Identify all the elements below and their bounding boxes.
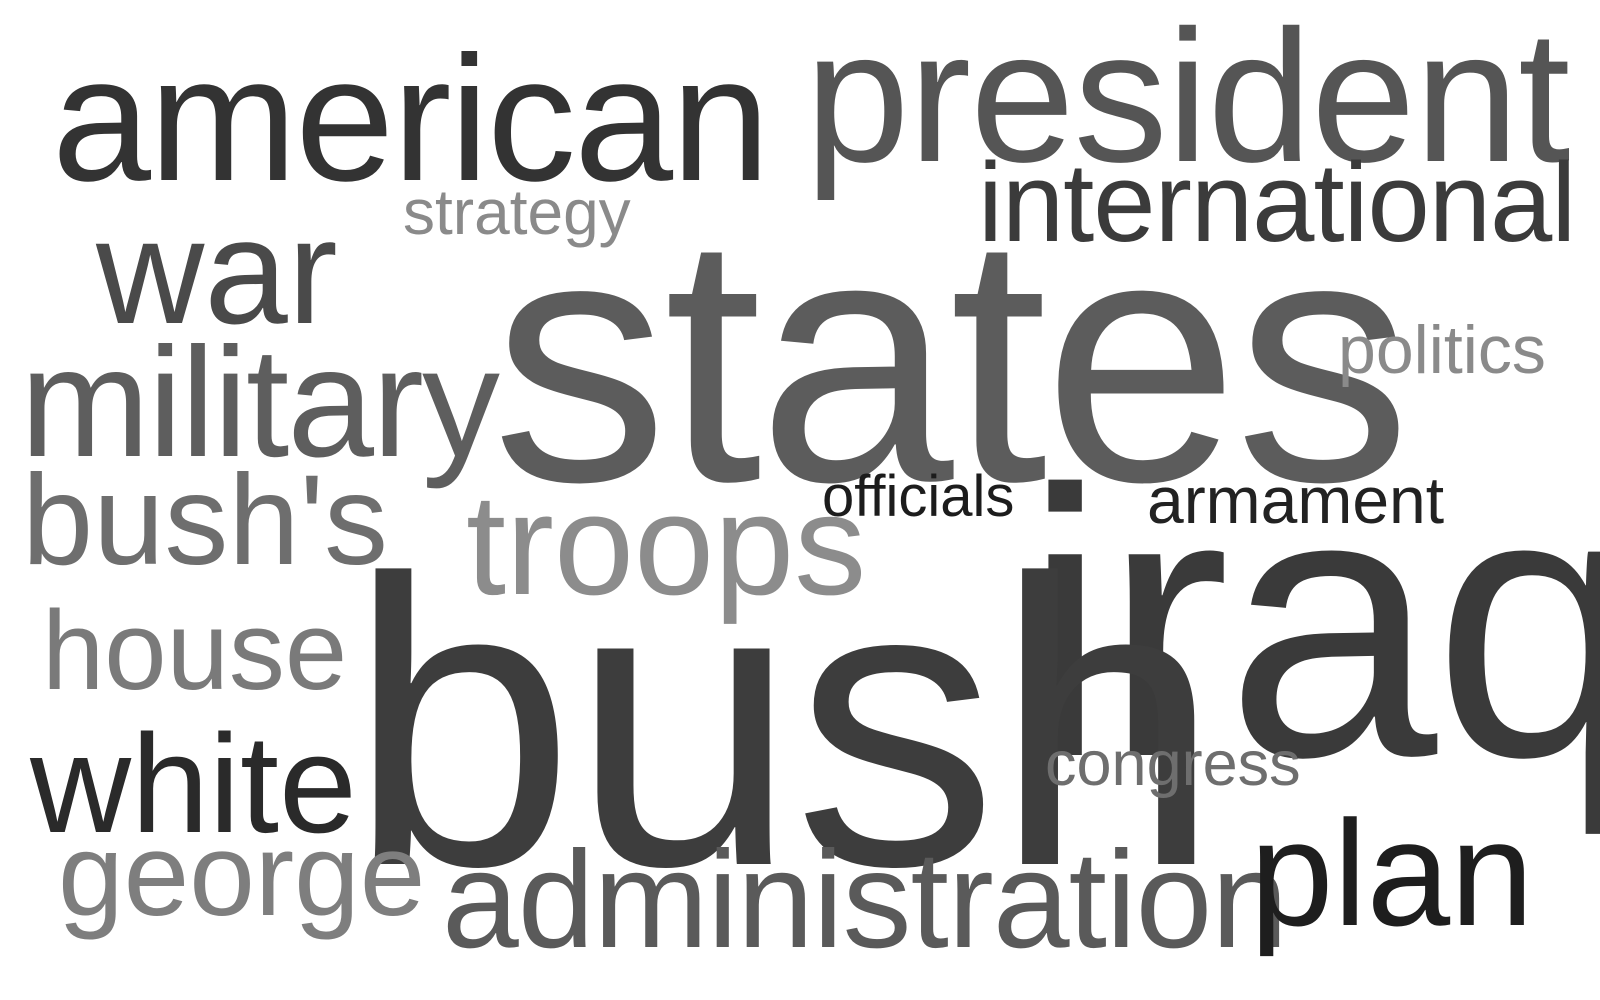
word-armament: armament: [1147, 463, 1445, 537]
word-george: george: [58, 809, 426, 941]
word-president: president: [805, 0, 1570, 201]
word-politics: politics: [1338, 312, 1546, 388]
word-congress: congress: [1045, 729, 1301, 799]
word-house: house: [42, 588, 348, 713]
word-troops: troops: [466, 464, 867, 625]
word-states: states: [492, 161, 1411, 555]
word-american: american: [52, 19, 770, 218]
word-bushs: bush's: [22, 449, 388, 592]
word-bush: bush: [348, 496, 1221, 951]
word-administration: administration: [442, 823, 1288, 977]
word-strategy: strategy: [403, 176, 631, 248]
word-military: military: [20, 316, 500, 490]
word-plan: plan: [1250, 789, 1534, 957]
word-international: international: [978, 140, 1576, 265]
word-white: white: [30, 705, 357, 862]
word-war: war: [96, 187, 338, 355]
word-officials: officials: [822, 464, 1015, 529]
word-iraq: iraq: [1023, 411, 1600, 836]
